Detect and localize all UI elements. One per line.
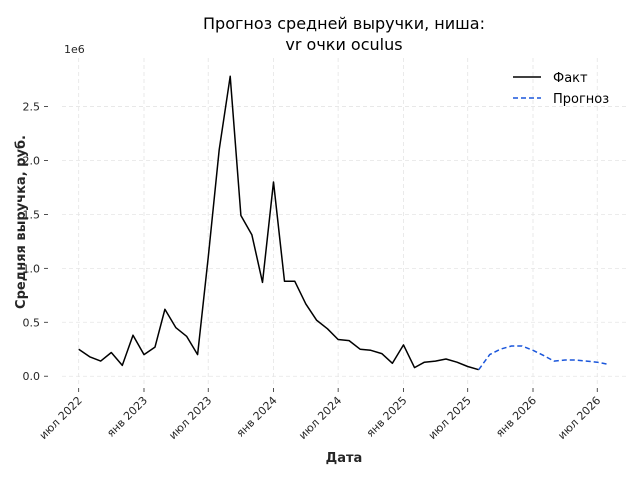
legend-label-forecast: Прогноз	[553, 92, 609, 107]
x-tick-label: янв 2024	[234, 394, 280, 440]
legend-label-fact: Факт	[553, 71, 588, 86]
y-offset-label: 1e6	[64, 43, 85, 56]
series-line-fact	[78, 75, 479, 371]
y-tick-label: 1.0	[23, 262, 41, 275]
y-tick-label: 1.5	[23, 208, 41, 221]
x-tick-label: июл 2025	[426, 394, 474, 442]
x-tick-label: июл 2024	[296, 394, 344, 442]
x-tick-label: июл 2022	[37, 394, 85, 442]
y-tick-label: 2.5	[23, 101, 41, 114]
y-tick-label: 0.5	[23, 316, 41, 329]
x-tick-label: янв 2023	[104, 394, 150, 440]
grid	[62, 58, 626, 387]
chart-title-line1: Прогноз средней выручки, ниша:	[203, 14, 485, 33]
x-tick-label: июл 2023	[166, 394, 214, 442]
series-lines	[78, 75, 609, 371]
chart-title-line2: vr очки oculus	[285, 35, 402, 54]
x-tick-label: янв 2025	[364, 394, 410, 440]
y-tick-label: 0.0	[23, 370, 41, 383]
x-tick-label: июл 2026	[555, 394, 603, 442]
series-line-forecast	[478, 345, 609, 371]
legend: Факт Прогноз	[513, 71, 609, 107]
x-axis-label: Дата	[326, 451, 363, 466]
x-tick-label: янв 2026	[493, 394, 539, 440]
y-axis-label: Средняя выручка, руб.	[14, 135, 29, 309]
y-tick-label: 2.0	[23, 154, 41, 167]
x-axis-ticks: июл 2022 янв 2023 июл 2023 янв 2024 июл 2024…	[37, 388, 603, 442]
y-axis-ticks: 0.0 0.5 1.0 1.5 2.0 2.5	[23, 101, 48, 383]
